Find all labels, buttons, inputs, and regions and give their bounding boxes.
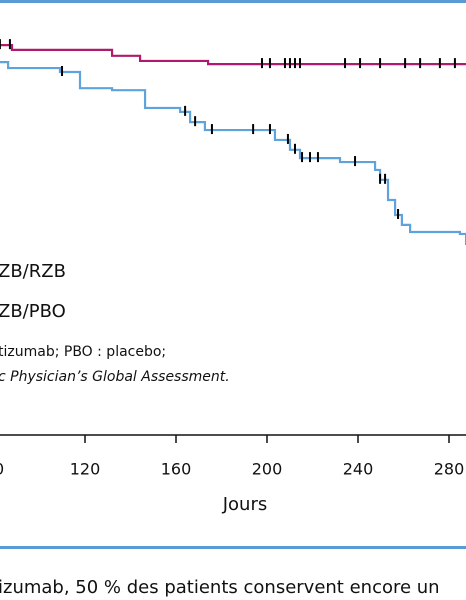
bottom-border (0, 546, 466, 549)
footnote: c Physician’s Global Assessment. (0, 369, 230, 385)
caption: izumab, 50 % des patients conservent enc… (0, 577, 440, 598)
x-tick-label: 200 (252, 460, 283, 479)
legend-label: ZB/RZB (0, 261, 66, 282)
top-border (0, 0, 466, 3)
x-tick-label: 240 (343, 460, 374, 479)
legend-label: ZB/PBO (0, 301, 66, 322)
x-tick-label: 160 (161, 460, 192, 479)
footnote: tizumab; PBO : placebo; (0, 344, 166, 360)
x-tick-label: 80 (0, 460, 4, 479)
x-tick-label: 280 (434, 460, 465, 479)
step-line (0, 44, 466, 66)
step-line (0, 61, 466, 246)
x-tick-label: 120 (70, 460, 101, 479)
x-axis-label: Jours (222, 494, 268, 515)
